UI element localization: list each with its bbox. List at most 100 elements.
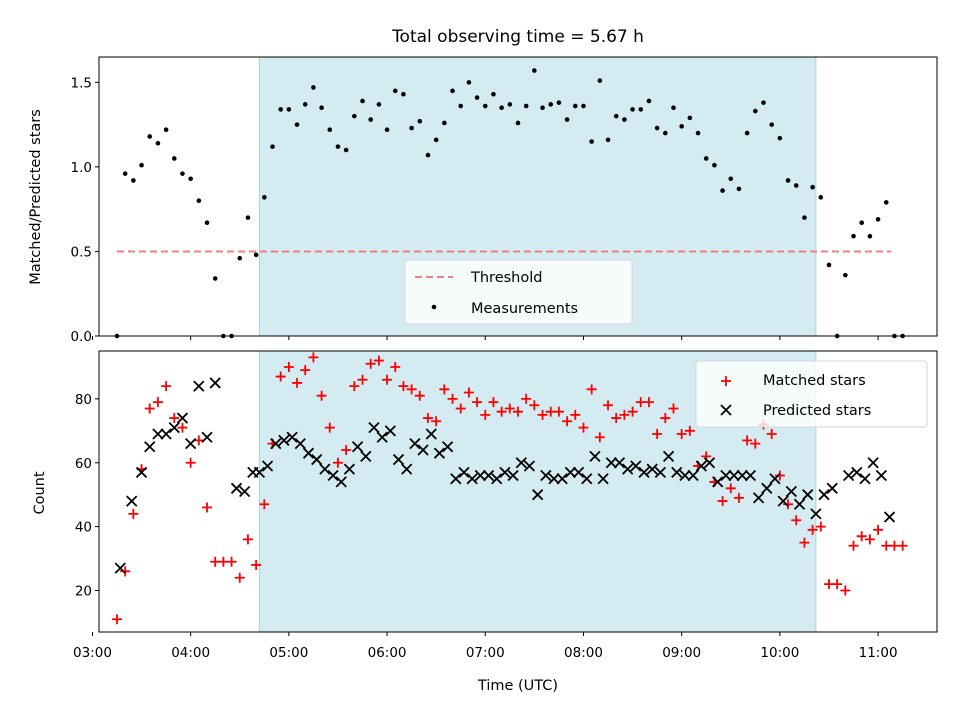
predicted-star-marker bbox=[401, 463, 413, 475]
predicted-star-marker bbox=[160, 428, 172, 440]
predicted-star-marker bbox=[261, 460, 274, 472]
measurement-point bbox=[851, 233, 856, 239]
predicted-star-marker bbox=[810, 508, 822, 520]
predicted-star-marker bbox=[294, 437, 306, 450]
predicted-star-marker bbox=[185, 437, 197, 450]
matched-star-marker bbox=[308, 352, 319, 363]
measurement-point bbox=[548, 102, 554, 107]
measurement-point bbox=[785, 178, 791, 183]
legend-predicted-swatch bbox=[720, 404, 732, 416]
predicted-star-marker bbox=[507, 469, 519, 482]
measurement-point bbox=[581, 103, 586, 109]
predicted-star-marker bbox=[319, 463, 331, 475]
predicted-star-marker bbox=[785, 485, 797, 498]
measurement-point bbox=[319, 105, 324, 111]
predicted-star-marker bbox=[883, 511, 896, 523]
matched-star-marker bbox=[406, 384, 417, 395]
matched-star-marker bbox=[750, 438, 761, 449]
measurement-point bbox=[589, 139, 594, 144]
matched-star-marker bbox=[725, 483, 736, 494]
measurement-point bbox=[638, 107, 644, 112]
predicted-star-marker bbox=[736, 469, 748, 482]
legend-threshold-label: Threshold bbox=[470, 270, 542, 286]
predicted-star-marker bbox=[417, 444, 429, 456]
predicted-star-marker bbox=[441, 441, 454, 453]
measurement-point bbox=[843, 272, 848, 278]
predicted-star-marker bbox=[126, 495, 138, 507]
measurement-point bbox=[262, 195, 267, 200]
predicted-star-marker bbox=[152, 428, 164, 440]
predicted-star-marker bbox=[572, 466, 585, 478]
matched-star-marker bbox=[161, 381, 172, 392]
predicted-star-marker bbox=[515, 457, 527, 469]
predicted-star-marker bbox=[351, 441, 364, 453]
predicted-star-marker bbox=[548, 473, 560, 485]
matched-star-marker bbox=[611, 413, 622, 424]
predicted-star-marker bbox=[581, 473, 593, 485]
legend-measurements-label: Measurements bbox=[471, 301, 578, 317]
predicted-star-marker bbox=[482, 469, 495, 482]
matched-star-marker bbox=[856, 531, 867, 542]
measurement-point bbox=[671, 105, 676, 111]
predicted-star-marker bbox=[613, 457, 626, 469]
matched-star-marker bbox=[365, 358, 376, 369]
measurement-point bbox=[826, 262, 832, 268]
predicted-star-marker bbox=[193, 380, 205, 392]
top-y-axis-label: Matched/Predicted stars bbox=[28, 109, 44, 285]
measurement-point bbox=[253, 252, 259, 258]
matched-star-marker bbox=[390, 361, 401, 372]
matched-star-marker bbox=[472, 397, 483, 408]
predicted-star-marker bbox=[466, 473, 478, 485]
measurement-point bbox=[212, 276, 218, 281]
predicted-star-marker bbox=[433, 447, 446, 459]
measurement-point bbox=[646, 98, 652, 104]
predicted-star-marker bbox=[802, 489, 814, 501]
measurement-point bbox=[597, 78, 603, 83]
matched-star-marker bbox=[431, 416, 442, 427]
x-tick-label: 05:00 bbox=[269, 645, 308, 661]
measurement-point bbox=[507, 102, 513, 107]
measurement-point bbox=[687, 115, 693, 121]
bottom-y-tick-label: 80 bbox=[75, 392, 92, 408]
measurement-point bbox=[572, 103, 578, 109]
predicted-star-marker bbox=[826, 482, 838, 494]
matched-star-marker bbox=[275, 371, 286, 382]
measurement-point bbox=[180, 171, 185, 176]
measurement-point bbox=[875, 217, 881, 222]
matched-star-marker bbox=[660, 413, 671, 424]
x-tick-label: 11:00 bbox=[859, 645, 898, 661]
matched-star-marker bbox=[643, 397, 654, 408]
measurement-point bbox=[384, 127, 390, 133]
predicted-star-marker bbox=[176, 412, 189, 424]
matched-star-marker bbox=[807, 524, 818, 535]
x-tick-label: 10:00 bbox=[760, 645, 799, 661]
measurement-point bbox=[482, 103, 488, 109]
predicted-star-marker bbox=[201, 431, 213, 443]
predicted-star-marker bbox=[687, 469, 699, 482]
matched-star-marker bbox=[382, 374, 393, 385]
matched-star-marker bbox=[652, 429, 663, 440]
matched-star-marker bbox=[202, 502, 213, 513]
top-y-tick-label: 1.0 bbox=[71, 160, 92, 176]
matched-star-marker bbox=[684, 425, 695, 436]
matched-star-marker bbox=[586, 384, 597, 395]
measurement-point bbox=[867, 233, 873, 239]
bottom-y-tick-label: 60 bbox=[75, 456, 92, 472]
matched-star-marker bbox=[316, 390, 327, 401]
predicted-star-marker bbox=[343, 463, 356, 475]
predicted-star-marker bbox=[278, 434, 290, 447]
matched-star-marker bbox=[128, 508, 139, 519]
matched-star-marker bbox=[112, 614, 123, 625]
measurement-point bbox=[556, 100, 562, 105]
measurement-point bbox=[392, 88, 398, 94]
matched-star-marker bbox=[603, 400, 614, 411]
bottom-axes: 20 40 60 80 03:00 04:00 05:00 06:00 07:00 08:00 09… bbox=[73, 350, 938, 661]
top-axes-frame bbox=[98, 56, 938, 337]
predicted-star-marker bbox=[662, 450, 675, 463]
measurement-point bbox=[810, 184, 815, 190]
matched-star-marker bbox=[504, 403, 515, 414]
measurement-point bbox=[368, 117, 373, 122]
matched-star-marker bbox=[864, 534, 875, 545]
matched-star-marker bbox=[414, 390, 425, 401]
predicted-star-marker bbox=[720, 469, 732, 482]
